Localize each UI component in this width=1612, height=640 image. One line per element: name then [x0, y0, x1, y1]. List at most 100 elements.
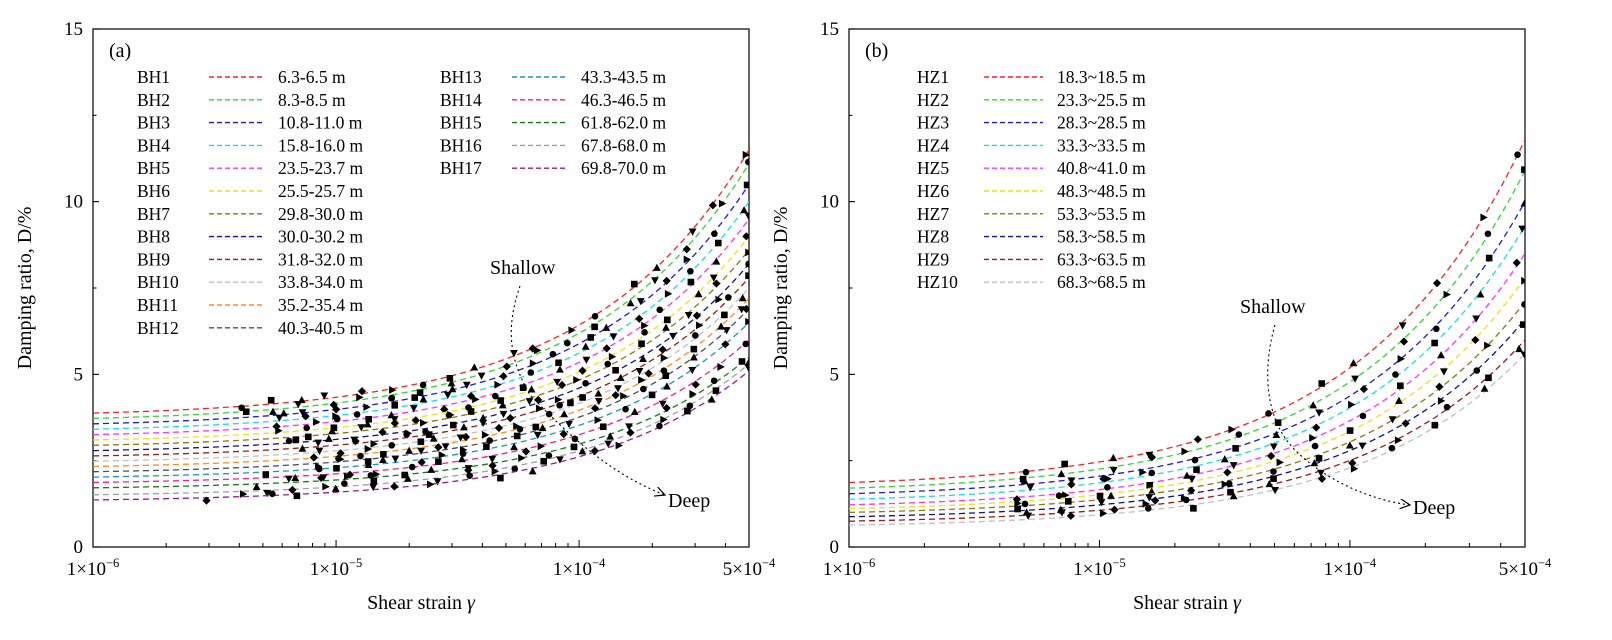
data-point: [594, 397, 603, 406]
data-point: [1109, 453, 1118, 462]
data-point: [1472, 315, 1481, 323]
data-point: [272, 422, 281, 431]
data-point: [1026, 484, 1035, 492]
data-point: [1443, 403, 1451, 411]
data-point: [494, 380, 502, 389]
data-point: [1512, 258, 1521, 267]
data-point: [434, 443, 443, 452]
data-point: [252, 482, 261, 490]
series-line-HZ8: [849, 318, 1525, 518]
data-point: [288, 485, 297, 495]
x-tick-exponent: −4: [762, 556, 776, 570]
data-point: [599, 423, 607, 431]
data-point: [630, 407, 639, 415]
legend-range: 15.8-16.0 m: [278, 135, 363, 155]
data-point: [590, 446, 599, 455]
data-point: [269, 490, 276, 498]
data-point: [333, 464, 340, 472]
data-point: [1148, 469, 1156, 477]
data-point: [401, 471, 409, 479]
data-point: [581, 342, 590, 350]
data-point: [324, 434, 333, 442]
legend-range: 61.8-62.0 m: [581, 113, 666, 133]
data-point: [662, 372, 670, 379]
data-point: [1097, 499, 1106, 507]
legend-name: BH15: [440, 113, 482, 133]
data-point: [1227, 488, 1234, 496]
data-point: [630, 280, 638, 288]
legend-entry-BH10: BH10 33.8-34.0 m: [137, 272, 363, 292]
data-point: [443, 391, 452, 400]
data-point: [1181, 447, 1189, 456]
data-point: [594, 416, 602, 425]
data-point: [239, 490, 248, 498]
legend-entry-HZ8: HZ8 58.3~58.5 m: [917, 227, 1146, 247]
legend-range: 67.8-68.0 m: [581, 135, 666, 155]
data-point: [538, 423, 547, 432]
series-line-HZ4: [849, 225, 1525, 500]
data-point: [1484, 230, 1492, 238]
data-point: [1484, 341, 1492, 350]
data-point: [269, 407, 277, 415]
legend-entry-BH15: BH15 61.8-62.0 m: [440, 113, 666, 133]
data-point: [712, 257, 721, 265]
data-point: [656, 306, 664, 314]
data-point: [742, 340, 749, 348]
legend-entry-BH13: BH13 43.3-43.5 m: [440, 67, 666, 87]
annotation-deep: Deep: [668, 490, 710, 512]
data-point: [479, 419, 488, 428]
data-point: [427, 480, 435, 489]
series-line-HZ7: [849, 301, 1525, 514]
data-point: [556, 365, 564, 373]
data-point: [683, 255, 692, 264]
data-point: [545, 452, 553, 459]
data-point: [1109, 466, 1118, 475]
data-point: [638, 376, 646, 384]
legend-range: 25.5-25.7 m: [278, 181, 363, 201]
data-point: [742, 150, 749, 159]
data-point: [262, 471, 270, 478]
legend-name: BH6: [137, 181, 170, 201]
data-point: [1061, 460, 1068, 468]
data-point: [1055, 492, 1063, 499]
legend-name: BH11: [137, 295, 178, 315]
panel-label: (b): [865, 40, 888, 62]
data-point: [639, 354, 647, 363]
series-line-BH8: [93, 263, 749, 452]
data-point: [380, 451, 387, 458]
data-point: [528, 344, 537, 353]
data-point: [315, 447, 324, 455]
data-point: [1312, 423, 1321, 432]
x-tick-label: 5×10−4: [723, 556, 776, 580]
data-point: [620, 392, 628, 400]
data-point: [742, 232, 749, 241]
legend-name: BH17: [440, 158, 482, 178]
data-point: [456, 434, 465, 442]
x-tick-exponent: −4: [1363, 556, 1377, 570]
legend-range: 29.8-30.0 m: [278, 204, 363, 224]
data-point: [1182, 496, 1190, 504]
data-point: [330, 424, 338, 432]
data-point: [742, 304, 749, 314]
data-point: [534, 395, 543, 404]
data-point: [1398, 322, 1407, 330]
data-point: [263, 489, 272, 498]
data-point: [651, 277, 659, 285]
data-point: [1485, 254, 1493, 262]
legend-name: BH4: [137, 135, 170, 155]
data-point: [582, 379, 589, 387]
data-point: [1221, 480, 1230, 489]
data-point: [411, 416, 420, 425]
data-point: [1311, 442, 1319, 450]
data-point: [1432, 279, 1442, 288]
data-point: [425, 431, 433, 438]
data-point: [518, 454, 526, 462]
data-point: [663, 316, 671, 324]
data-point: [438, 451, 447, 459]
y-tick-label: 10: [820, 192, 839, 213]
data-point: [417, 447, 425, 455]
series-line-BH3: [93, 184, 749, 425]
data-point: [1146, 481, 1153, 489]
data-point: [744, 212, 749, 220]
x-axis-label-symbol: γ: [1233, 592, 1242, 614]
